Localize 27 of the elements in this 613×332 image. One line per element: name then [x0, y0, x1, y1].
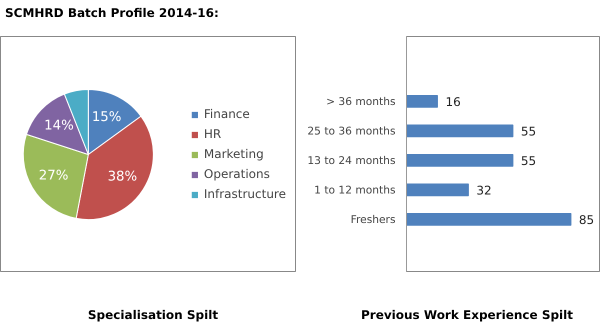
legend-label: HR: [204, 127, 222, 141]
y-tick-label: 1 to 12 months: [314, 183, 396, 196]
text: SCMHRD Batch Profile 2014-16:: [5, 5, 219, 22]
bar: [406, 124, 514, 138]
data-label: 15%: [92, 110, 122, 125]
data-label: 55: [520, 154, 536, 168]
bar: [406, 154, 514, 167]
data-label: 85: [578, 212, 594, 227]
text: Specialisation Spilt: [88, 307, 218, 324]
data-label: 14%: [44, 118, 74, 134]
data-label: 16: [445, 94, 461, 109]
y-tick-label: > 36 months: [326, 94, 396, 108]
legend-label: Finance: [204, 107, 250, 121]
y-tick-label: 13 to 24 months: [307, 154, 396, 167]
x-axis-title: Previous Work Experience Spilt: [360, 307, 574, 324]
legend-label: Operations: [204, 167, 270, 181]
legend-label: Infrastructure: [204, 187, 286, 201]
bar: [406, 213, 572, 226]
data-label: 32: [476, 183, 492, 198]
bar: [406, 95, 438, 108]
data-label: 38%: [108, 169, 138, 184]
bar: [406, 184, 469, 196]
legend-label: Marketing: [204, 147, 264, 161]
data-label: 27%: [38, 168, 68, 184]
y-tick-label: Freshers: [350, 212, 396, 226]
data-label: 55: [520, 124, 536, 138]
y-tick-label: 25 to 36 months: [307, 124, 396, 138]
